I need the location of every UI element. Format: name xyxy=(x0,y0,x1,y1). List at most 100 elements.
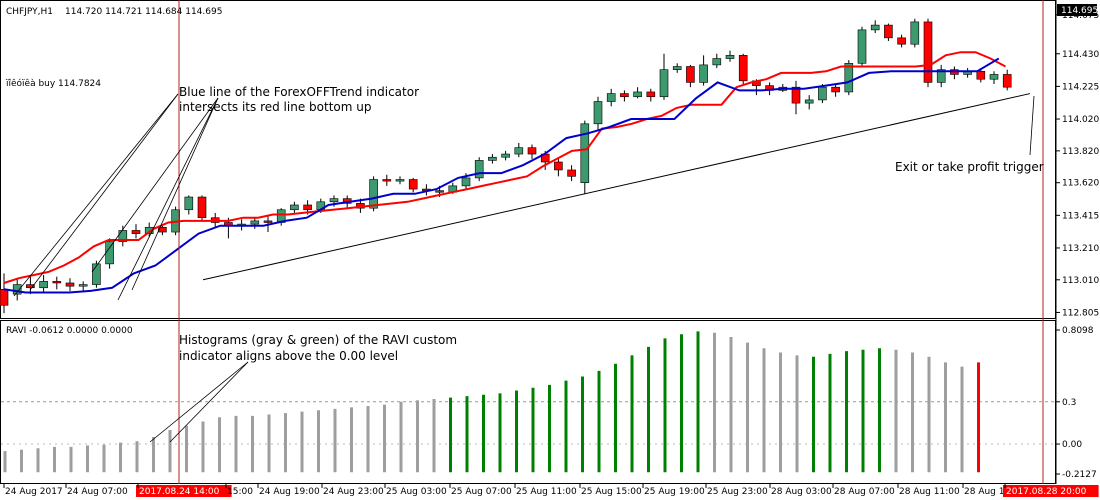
bear-candle xyxy=(646,91,656,98)
time-tick-label: 25 Aug 03:00 xyxy=(386,487,447,497)
candlestick-series xyxy=(0,18,1012,314)
bull-candle xyxy=(329,198,339,203)
bull-candle xyxy=(712,58,722,66)
bull-candle xyxy=(936,69,946,83)
bull-candle xyxy=(514,147,524,155)
bull-candle xyxy=(659,69,669,98)
bear-candle xyxy=(620,93,629,98)
time-tick-label: 25 Aug 07:00 xyxy=(451,487,512,497)
bull-candle xyxy=(184,196,194,211)
price-tick-label: 113.820 xyxy=(1062,147,1099,157)
bear-candle xyxy=(897,37,906,45)
bear-candle xyxy=(1002,74,1012,88)
bear-candle xyxy=(65,282,75,287)
bull-candle xyxy=(105,241,114,265)
symbol-label: CHFJPY,H1 xyxy=(6,7,53,17)
annotation-blue-line-1: Blue line of the ForexOFFTrend indicator xyxy=(179,85,419,99)
bull-candle xyxy=(92,263,101,285)
time-tick-label: 24 Aug 23:00 xyxy=(323,487,384,497)
time-tick-label: 2017.08.24 14:00 xyxy=(139,487,220,497)
time-tick-label: 28 Aug 11:00 xyxy=(899,487,960,497)
ravi-axis: 0.8098 0.3 0.00 -0.2127 xyxy=(1056,326,1097,480)
bull-candle xyxy=(725,55,735,59)
bull-candle xyxy=(910,21,920,45)
time-axis: 24 Aug 2017 24 Aug 07:00 2017.08.24 14:00 1… xyxy=(3,484,1099,497)
bear-candle xyxy=(791,86,801,104)
bear-candle xyxy=(0,289,9,306)
bull-candle xyxy=(118,230,128,242)
bull-candle xyxy=(12,284,22,295)
bull-candle xyxy=(580,123,590,183)
bull-candle xyxy=(144,226,154,234)
trend-line xyxy=(202,93,1031,281)
signal-label: ïîêóïêà buy 114.7824 xyxy=(5,78,101,89)
bull-candle xyxy=(474,160,484,179)
time-tick-label: 25 Aug 19:00 xyxy=(644,487,705,497)
ravi-tick-label: -0.2127 xyxy=(1062,470,1097,480)
bull-candle xyxy=(369,179,378,209)
ravi-histogram xyxy=(3,331,980,473)
bull-candle xyxy=(818,86,827,101)
bear-candle xyxy=(408,179,418,190)
ravi-tick-label: 0.00 xyxy=(1062,440,1082,450)
price-tick-label: 114.020 xyxy=(1062,115,1099,125)
bull-candle xyxy=(633,91,642,98)
bear-candle xyxy=(976,70,986,80)
time-tick-label: 28 Aug 15:00 xyxy=(964,487,1025,497)
time-tick-label: 24 Aug 19:00 xyxy=(259,487,320,497)
bull-candle xyxy=(844,63,854,93)
time-tick-label: 28 Aug 07:00 xyxy=(834,487,895,497)
bear-candle xyxy=(554,161,563,171)
current-price-value: 114.695 xyxy=(1061,6,1098,16)
time-tick-label: 28 Aug 03:00 xyxy=(771,487,832,497)
bull-candle xyxy=(461,177,471,187)
annotation-hist-1: Histograms (gray & green) of the RAVI cu… xyxy=(179,333,457,347)
time-tick-label: 15:00 xyxy=(227,487,253,497)
bear-candle xyxy=(527,147,537,155)
bear-candle xyxy=(738,55,748,82)
time-highlight-tag xyxy=(136,485,232,497)
bear-candle xyxy=(158,226,167,233)
current-price-tag xyxy=(1057,4,1097,16)
price-panel xyxy=(0,0,1056,319)
bull-candle xyxy=(395,179,405,182)
annotation-exit: Exit or take profit trigger xyxy=(895,160,1044,174)
bear-candle xyxy=(435,190,444,193)
bear-candle xyxy=(382,179,392,182)
bull-candle xyxy=(804,99,814,104)
bull-candle xyxy=(699,64,708,83)
price-tick-label: 113.415 xyxy=(1062,211,1099,221)
bull-candle xyxy=(290,204,299,211)
price-tick-label: 113.210 xyxy=(1062,244,1099,254)
bear-candle xyxy=(52,281,62,284)
annotation-arrows xyxy=(13,93,1035,443)
annotation-blue-line-2: intersects its red line bottom up xyxy=(179,100,371,114)
ravi-label: RAVI -0.0612 0.0000 0.0000 xyxy=(6,326,133,336)
bull-candle xyxy=(857,29,867,64)
price-tick-label: 113.010 xyxy=(1062,276,1099,286)
ravi-tick-label: 0.8098 xyxy=(1062,326,1094,336)
ohlc-values: 114.720 114.721 114.684 114.695 xyxy=(65,7,222,17)
bull-candle xyxy=(989,74,999,80)
bear-candle xyxy=(197,196,207,219)
bear-candle xyxy=(923,21,933,83)
price-tick-label: 114.225 xyxy=(1062,82,1099,92)
bear-candle xyxy=(686,66,695,83)
forexofftrend-blue-line xyxy=(3,57,1000,294)
bull-candle xyxy=(501,153,510,158)
time-tick-label: 24 Aug 2017 xyxy=(5,487,63,497)
price-tick-label: 113.620 xyxy=(1062,179,1099,189)
price-axis: 114.675114.430114.225114.020113.820113.6… xyxy=(1056,11,1099,318)
time-tick-label: 24 Aug 07:00 xyxy=(67,487,128,497)
forexofftrend-red-line xyxy=(3,51,1006,284)
bull-candle xyxy=(39,281,48,289)
bear-candle xyxy=(263,220,273,223)
bull-candle xyxy=(78,284,88,287)
bear-candle xyxy=(26,284,35,289)
bear-candle xyxy=(131,230,141,234)
price-tick-label: 112.805 xyxy=(1062,308,1099,318)
bear-candle xyxy=(884,24,893,39)
bear-candle xyxy=(567,169,576,177)
bear-candle xyxy=(831,86,840,93)
